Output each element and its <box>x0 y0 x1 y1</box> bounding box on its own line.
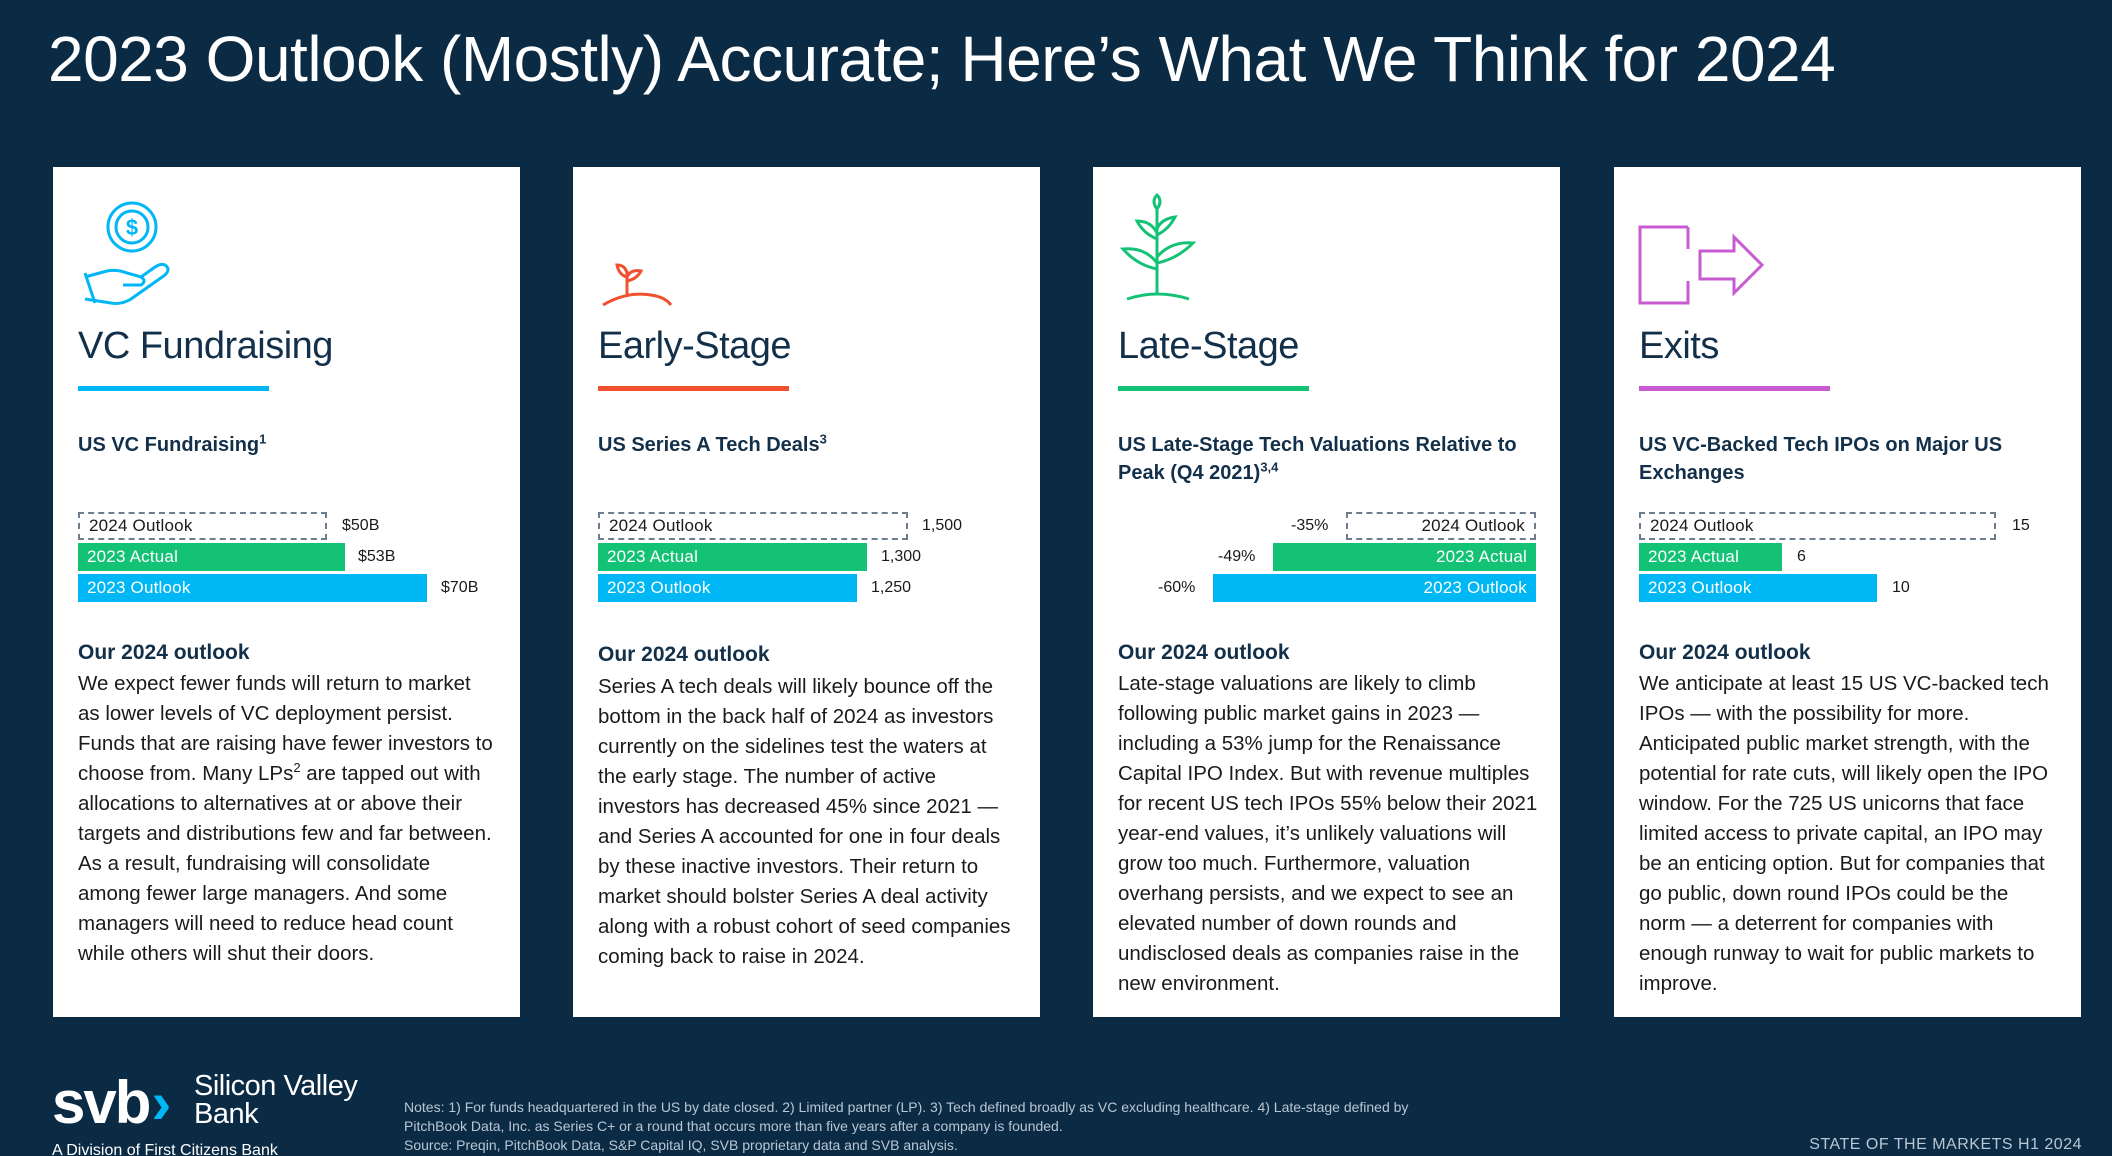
sprout-icon <box>602 263 673 307</box>
bar-2023-actual: 2023 Actual <box>1273 543 1536 571</box>
card-exits: Exits US VC-Backed Tech IPOs on Major US… <box>1614 167 2081 1017</box>
chart-title: US Series A Tech Deals3 <box>598 431 827 456</box>
chart-title: US VC Fundraising1 <box>78 431 267 456</box>
outlook-body: We expect fewer funds will return to mar… <box>78 672 493 965</box>
bar-value: 15 <box>2012 517 2030 534</box>
bar-chart: 2024 Outlook -35% 2023 Actual -49% 2023 … <box>1118 512 1538 607</box>
card-heading: Early-Stage <box>598 325 792 367</box>
bar-2024-outlook: 2024 Outlook <box>1639 512 1996 540</box>
outlook-body: Late-stage valuations are likely to clim… <box>1118 672 1538 995</box>
outlook-heading: Our 2024 outlook <box>1639 641 1811 664</box>
money-hand-icon: $ <box>83 201 170 305</box>
chart-title: US VC-Backed Tech IPOs on Major US Excha… <box>1639 434 2003 484</box>
card-heading: VC Fundraising <box>78 325 333 367</box>
logo-name: Silicon Valley Bank <box>194 1070 358 1130</box>
footer-label: STATE OF THE MARKETS H1 2024 <box>1809 1136 2082 1153</box>
exit-arrow-icon <box>1638 225 1765 305</box>
bar-value: -49% <box>1218 548 1256 565</box>
card-late-stage: Late-Stage US Late-Stage Tech Valuations… <box>1093 167 1560 1017</box>
footnotes: Notes: 1) For funds headquartered in the… <box>404 1098 1464 1155</box>
logo-mark: svb› <box>52 1069 171 1136</box>
card-vc-fundraising: $ VC Fundraising US VC Fundraising1 2024… <box>53 167 520 1017</box>
bar-2024-outlook: 2024 Outlook <box>1346 512 1536 540</box>
bar-value: $70B <box>441 579 479 596</box>
outlook-heading: Our 2024 outlook <box>598 643 770 666</box>
plant-icon <box>1119 193 1197 301</box>
chart-title: US Late-Stage Tech Valuations Relative t… <box>1118 434 1517 484</box>
bar-chart: 2024 Outlook 1,500 2023 Actual 1,300 202… <box>598 512 1018 607</box>
outlook-heading: Our 2024 outlook <box>1118 641 1290 664</box>
card-early-stage: Early-Stage US Series A Tech Deals3 2024… <box>573 167 1040 1017</box>
chevron-icon: › <box>151 1069 171 1136</box>
bar-value: 1,500 <box>922 517 963 534</box>
bar-2023-outlook: 2023 Outlook <box>598 574 857 602</box>
svg-text:$: $ <box>126 215 138 240</box>
bar-2023-actual: 2023 Actual <box>1639 543 1782 571</box>
bar-value: -35% <box>1291 517 1329 534</box>
card-heading: Late-Stage <box>1118 325 1299 367</box>
card-rule <box>598 386 789 391</box>
bar-2024-outlook: 2024 Outlook <box>598 512 908 540</box>
bar-2023-outlook: 2023 Outlook <box>1639 574 1877 602</box>
card-rule <box>1639 386 1830 391</box>
outlook-body: We anticipate at least 15 US VC-backed t… <box>1639 672 2049 995</box>
bar-value: 6 <box>1797 548 1806 565</box>
source-text: Source: Preqin, PitchBook Data, S&P Capi… <box>404 1137 958 1153</box>
bar-2023-actual: 2023 Actual <box>78 543 345 571</box>
logo-subtitle: A Division of First Citizens Bank <box>52 1142 278 1156</box>
page-title: 2023 Outlook (Mostly) Accurate; Here’s W… <box>48 23 1836 95</box>
bar-value: 10 <box>1892 579 1910 596</box>
card-heading: Exits <box>1639 325 1719 367</box>
bar-2024-outlook: 2024 Outlook <box>78 512 327 540</box>
bar-value: -60% <box>1158 579 1196 596</box>
outlook-body: Series A tech deals will likely bounce o… <box>598 675 1011 968</box>
bar-chart: 2024 Outlook 15 2023 Actual 6 2023 Outlo… <box>1639 512 2059 607</box>
bar-2023-outlook: 2023 Outlook <box>78 574 427 602</box>
outlook-heading: Our 2024 outlook <box>78 641 250 664</box>
bar-chart: 2024 Outlook $50B 2023 Actual $53B 2023 … <box>78 512 498 607</box>
bar-value: 1,250 <box>871 579 912 596</box>
bar-2023-actual: 2023 Actual <box>598 543 867 571</box>
bar-value: 1,300 <box>881 548 922 565</box>
card-rule <box>78 386 269 391</box>
bar-2023-outlook: 2023 Outlook <box>1213 574 1536 602</box>
notes-text: Notes: 1) For funds headquartered in the… <box>404 1099 1409 1134</box>
card-rule <box>1118 386 1309 391</box>
bar-value: $50B <box>342 517 380 534</box>
bar-value: $53B <box>358 548 396 565</box>
